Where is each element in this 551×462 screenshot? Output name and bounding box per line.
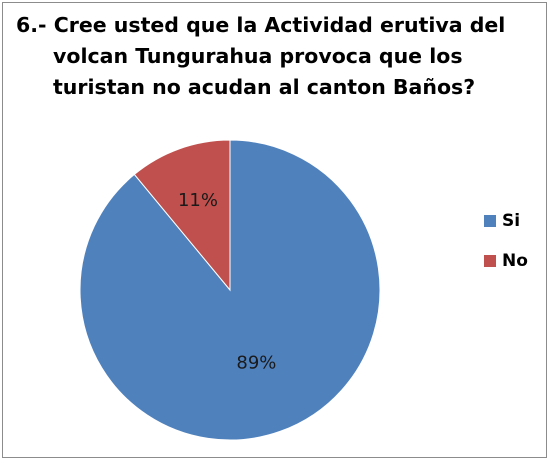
chart-title: 6.- Cree usted que la Actividad erutiva … — [16, 10, 536, 103]
pie-slices — [79, 139, 381, 441]
legend-swatch-si — [484, 215, 496, 227]
pie-slice-no — [133, 139, 231, 292]
legend-label-si: Si — [502, 211, 521, 231]
pie-data-labels: 89% 11% — [178, 190, 276, 373]
legend-swatch-no — [484, 255, 496, 267]
legend: Si No — [484, 210, 528, 290]
chart-title-line-1: 6.- Cree usted que la Actividad erutiva … — [16, 13, 506, 37]
legend-item-no: No — [484, 250, 528, 272]
chart-title-line-2: volcan Tungurahua provoca que los — [53, 44, 463, 68]
legend-item-si: Si — [484, 210, 528, 232]
data-label-no: 11% — [178, 190, 218, 211]
legend-label-no: No — [502, 251, 528, 271]
data-label-si: 89% — [236, 352, 276, 373]
chart-title-line-3: turistan no acudan al canton Baños? — [53, 75, 476, 99]
pie-slice-si — [79, 139, 381, 441]
